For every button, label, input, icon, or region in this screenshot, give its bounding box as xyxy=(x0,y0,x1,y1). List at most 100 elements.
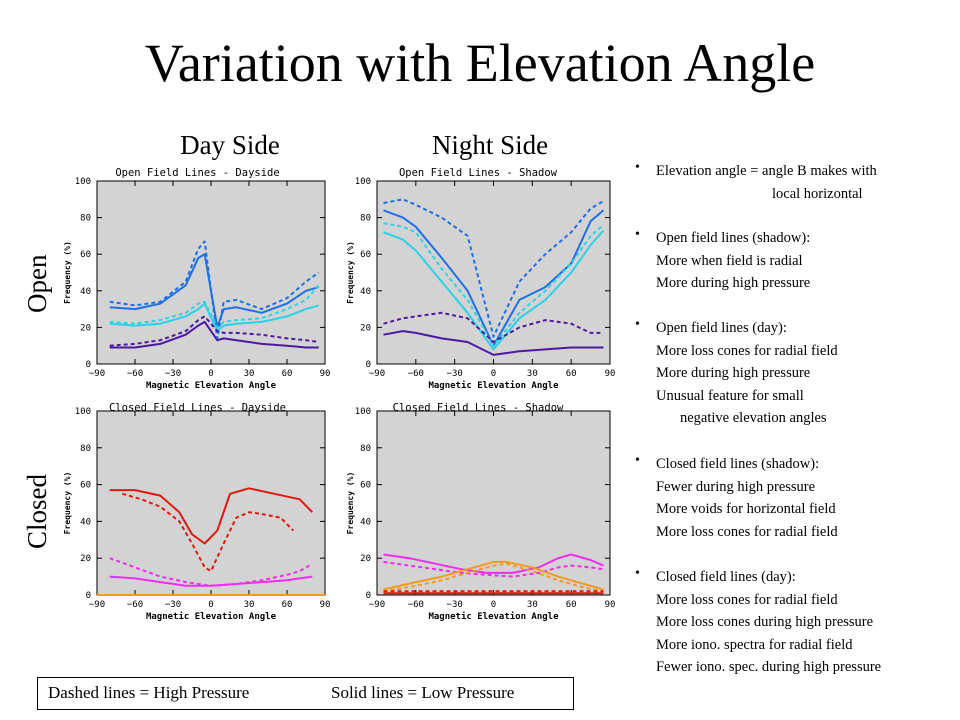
series-line-cyan-solid xyxy=(383,229,605,351)
chart-panel: Closed Field Lines - Dayside −90 −60 −30 0 30… xyxy=(56,395,339,627)
chart-panel: Open Field Lines - Dayside −90 −60 −30 0 30 60… xyxy=(56,160,339,392)
x-tick-label: 90 xyxy=(605,600,616,610)
x-tick-label: 0 xyxy=(208,600,213,610)
x-tick-label: −60 xyxy=(127,369,143,379)
bullet-line: More during high pressure xyxy=(656,275,811,291)
x-axis-label: Magnetic Elevation Angle xyxy=(146,380,277,391)
series-line-orange-dashed xyxy=(383,562,604,593)
y-tick-label: 40 xyxy=(360,287,371,297)
bullet-line: More when field is radial xyxy=(656,252,803,269)
bullet-line: Open field lines (shadow): xyxy=(656,230,811,246)
chart-title: Open Field Lines - Dayside xyxy=(115,167,279,179)
bullet-line: More during high pressure xyxy=(656,365,811,381)
bullet-line: local horizontal xyxy=(772,185,863,202)
bullet-line: negative elevation angles xyxy=(680,410,827,426)
bullet-dot-icon: • xyxy=(635,566,640,581)
y-axis-label: Frequency (%) xyxy=(346,241,355,304)
plot-area xyxy=(376,410,611,596)
bullet-dot-icon: • xyxy=(635,160,640,175)
bullet-line: Closed field lines (shadow): xyxy=(656,456,820,472)
bullet-dot-icon: • xyxy=(635,227,640,242)
y-tick-label: 80 xyxy=(360,214,371,224)
x-tick-label: −30 xyxy=(165,600,181,610)
x-tick-label: 90 xyxy=(320,600,331,610)
y-tick-label: 0 xyxy=(366,591,371,601)
x-tick-label: −30 xyxy=(447,369,463,379)
x-tick-label: −60 xyxy=(408,369,424,379)
x-tick-label: −90 xyxy=(89,600,105,610)
y-tick-label: 20 xyxy=(360,323,371,333)
x-tick-label: −90 xyxy=(369,600,385,610)
bullet-line: More loss cones for radial field xyxy=(656,523,838,540)
bullet-item: • Closed field lines (shadow): Fewer dur… xyxy=(634,453,960,566)
y-tick-label: 40 xyxy=(80,287,91,297)
y-tick-label: 100 xyxy=(75,177,91,187)
y-tick-label: 80 xyxy=(360,444,371,454)
series-line-purple-dashed xyxy=(383,311,604,343)
chart-title: Open Field Lines - Shadow xyxy=(399,167,558,179)
x-tick-label: −30 xyxy=(165,369,181,379)
y-tick-label: 20 xyxy=(80,323,91,333)
y-tick-label: 0 xyxy=(366,360,371,370)
column-header-day: Day Side xyxy=(180,130,280,160)
bullet-line: Closed field lines (day): xyxy=(656,569,796,585)
series-line-blue-dashed xyxy=(109,240,320,340)
bullet-item: • Closed field lines (day): More loss co… xyxy=(634,566,960,679)
series-line-purple-solid xyxy=(109,320,319,349)
x-axis-label: Magnetic Elevation Angle xyxy=(146,611,277,622)
series-line-magenta-dashed xyxy=(383,560,604,578)
x-tick-label: 30 xyxy=(244,369,255,379)
y-axis-label: Frequency (%) xyxy=(63,241,72,304)
series-line-cyan-dashed xyxy=(383,222,605,347)
y-tick-label: 60 xyxy=(80,481,91,491)
x-tick-label: −90 xyxy=(89,369,105,379)
x-tick-label: −30 xyxy=(447,600,463,610)
series-line-orange-solid xyxy=(383,560,604,591)
chart-title: Closed Field Lines - Dayside xyxy=(109,402,286,414)
column-header-night: Night Side xyxy=(431,130,549,160)
bullet-line: Fewer during high pressure xyxy=(656,478,816,495)
series-line-purple-dashed xyxy=(109,315,319,347)
y-tick-label: 100 xyxy=(355,177,371,187)
series-line-magenta-solid xyxy=(383,553,604,574)
bullet-list: • Elevation angle = angle B makes with l… xyxy=(634,160,960,679)
series-line-red-solid xyxy=(109,487,314,545)
x-tick-label: 90 xyxy=(605,369,616,379)
bullet-line: Unusual feature for small xyxy=(656,387,804,404)
bullet-dot-icon: • xyxy=(635,317,640,332)
x-tick-label: 30 xyxy=(527,369,538,379)
x-tick-label: −60 xyxy=(408,600,424,610)
y-tick-label: 0 xyxy=(86,360,91,370)
x-tick-label: 0 xyxy=(208,369,213,379)
x-tick-label: −90 xyxy=(369,369,385,379)
x-axis-label: Magnetic Elevation Angle xyxy=(428,611,559,622)
bullet-item: • Open field lines (shadow): More when f… xyxy=(634,227,960,317)
y-tick-label: 100 xyxy=(355,407,371,417)
plot-area xyxy=(96,410,326,596)
bullet-line: More loss cones during high pressure xyxy=(656,614,874,630)
bullet-line: Elevation angle = angle B makes with xyxy=(656,163,877,179)
y-tick-label: 100 xyxy=(75,407,91,417)
chart-panel: Open Field Lines - Shadow −90 −60 −30 0 30 60 9… xyxy=(339,160,617,392)
slide-title: Variation with Elevation Angle xyxy=(144,33,816,93)
bullet-line: More voids for horizontal field xyxy=(656,501,836,517)
y-tick-label: 0 xyxy=(86,591,91,601)
bullet-line: More loss cones for radial field xyxy=(656,591,838,608)
bullet-item: • Elevation angle = angle B makes with l… xyxy=(634,160,960,227)
y-tick-label: 60 xyxy=(360,250,371,260)
series-line-cyan-dashed xyxy=(109,284,320,329)
x-tick-label: 60 xyxy=(282,369,293,379)
series-line-blue-dashed xyxy=(383,198,604,338)
y-tick-label: 60 xyxy=(360,481,371,491)
plot-area xyxy=(96,180,326,365)
legend-dashed-text: Dashed lines = High Pressure xyxy=(48,683,250,702)
y-axis-label: Frequency (%) xyxy=(346,472,355,535)
bullet-line: More loss cones for radial field xyxy=(656,342,838,359)
y-tick-label: 60 xyxy=(80,250,91,260)
x-tick-label: 30 xyxy=(527,600,538,610)
x-axis-label: Magnetic Elevation Angle xyxy=(428,380,559,391)
bullet-dot-icon: • xyxy=(635,453,640,468)
line-style-legend: Dashed lines = High Pressure Solid lines… xyxy=(37,677,574,710)
x-tick-label: 60 xyxy=(566,600,577,610)
